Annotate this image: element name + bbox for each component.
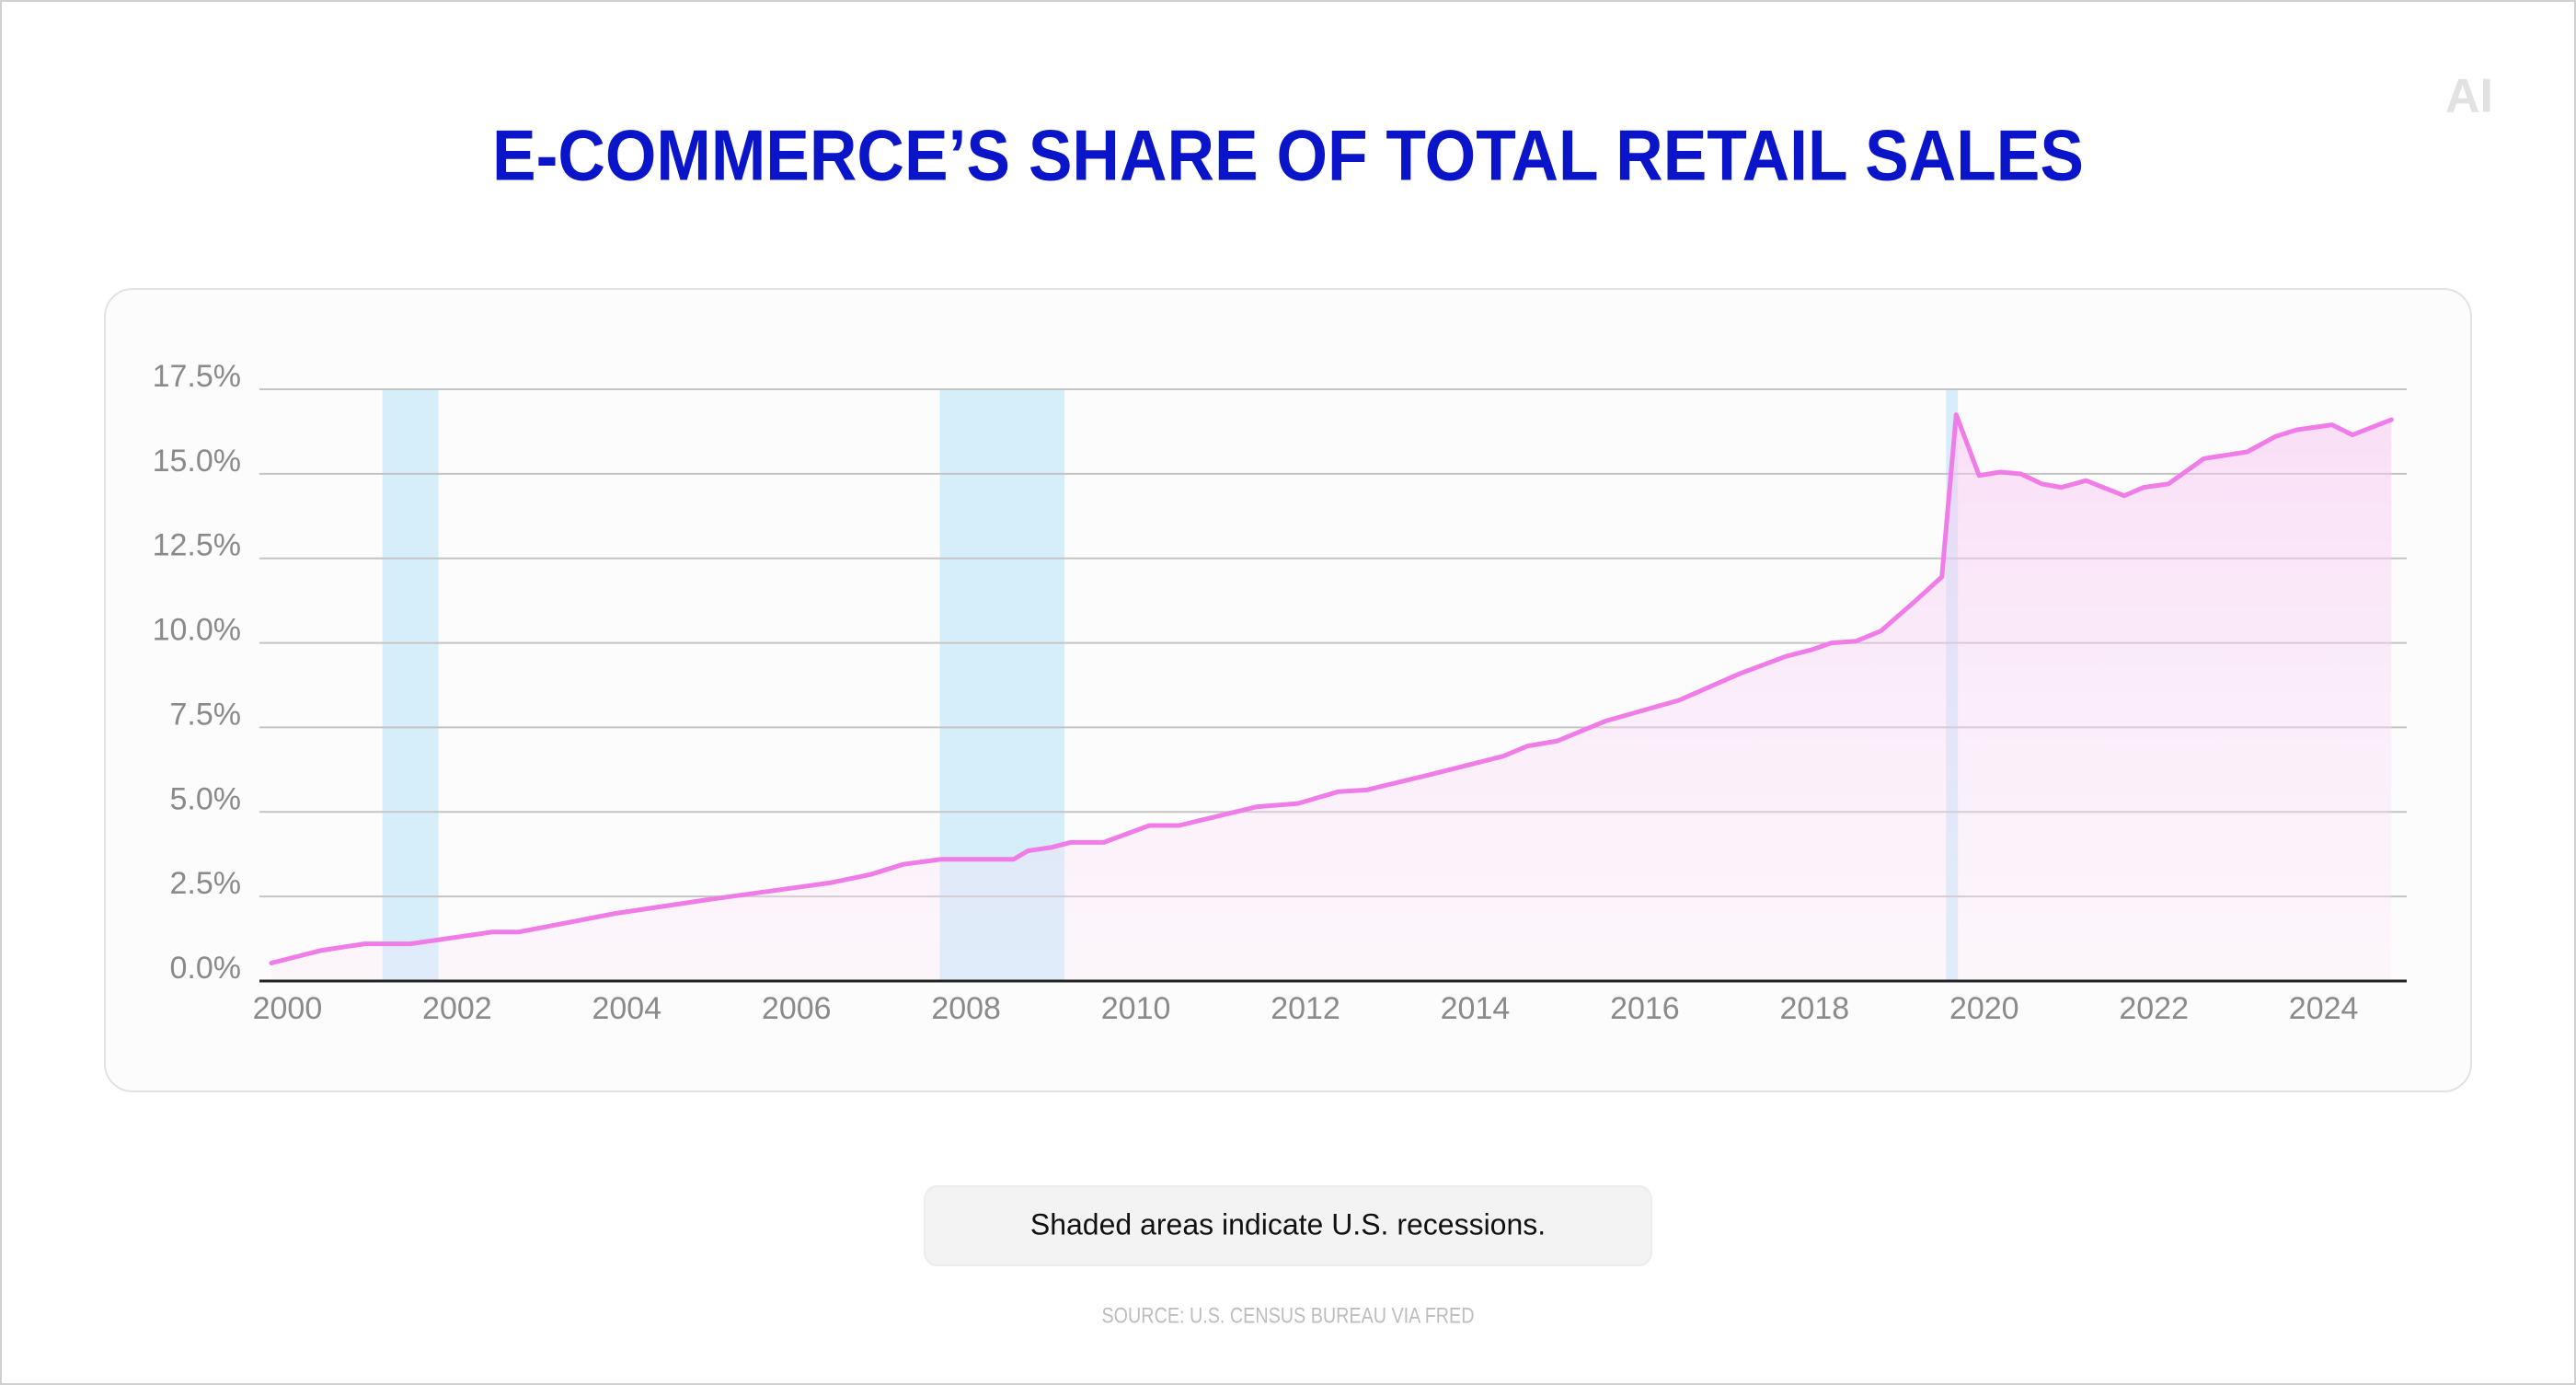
x-tick-label: 2002: [422, 991, 492, 1026]
x-tick-label: 2010: [1101, 991, 1171, 1026]
x-tick-label: 2024: [2289, 991, 2359, 1026]
chart-title: E-COMMERCE’S SHARE OF TOTAL RETAIL SALES: [492, 115, 2084, 196]
x-tick-label: 2000: [253, 991, 323, 1026]
x-tick-label: 2022: [2119, 991, 2189, 1026]
plot: 0.0% 2.5% 5.0% 7.5% 10.0% 12.5% 15.0% 17.5% 2000…: [153, 359, 2407, 1026]
area: [270, 414, 2392, 982]
note-box: [924, 1185, 1652, 1266]
x-tick-label: 2018: [1780, 991, 1850, 1026]
x-tick-label: 2012: [1271, 991, 1340, 1026]
recession-band: [382, 389, 439, 981]
x-tick-label: 2008: [931, 991, 1001, 1026]
brand-logo: AI: [2445, 70, 2493, 123]
x-tick-label: 2014: [1441, 991, 1511, 1026]
y-tick-label: 15.0%: [153, 444, 241, 479]
y-tick-label: 5.0%: [170, 781, 242, 816]
x-tick-label: 2004: [592, 991, 661, 1026]
y-tick-label: 17.5%: [153, 359, 241, 394]
x-tick-label: 2006: [762, 991, 832, 1026]
x-tick-label: 2020: [1949, 991, 2019, 1026]
source: SOURCE: U.S. CENSUS BUREAU VIA FRED: [1102, 1303, 1475, 1328]
line: [269, 412, 2394, 965]
y-tick-label: 7.5%: [170, 697, 242, 732]
y-tick-label: 10.0%: [153, 613, 241, 648]
y-tick-label: 0.0%: [170, 951, 242, 986]
y-tick-label: 12.5%: [153, 528, 241, 563]
y-tick-label: 2.5%: [170, 866, 242, 901]
note: Shaded areas indicate U.S. recessions.: [1030, 1207, 1546, 1241]
x-tick-label: 2016: [1610, 991, 1680, 1026]
